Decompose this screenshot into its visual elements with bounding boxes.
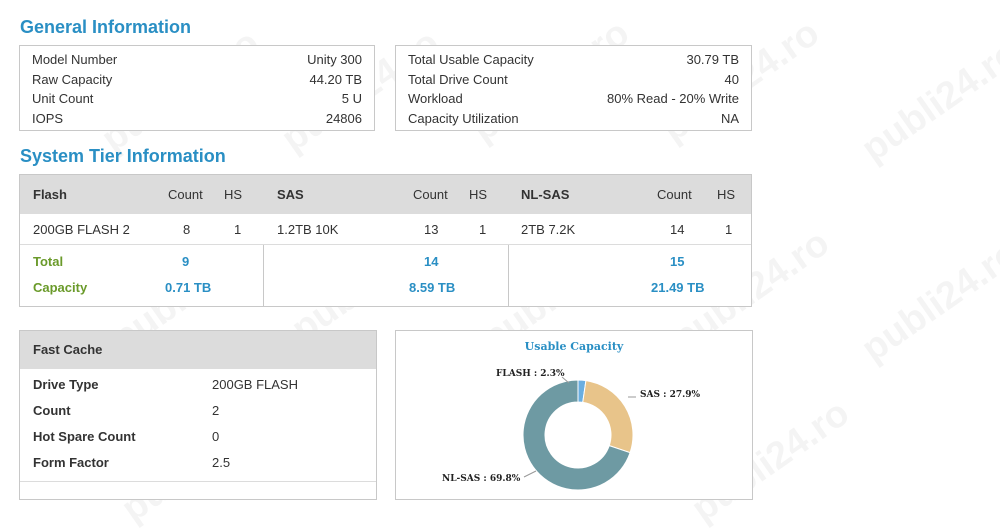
- tier-count-header: Count: [168, 187, 203, 202]
- info-label: Raw Capacity: [32, 71, 113, 87]
- fast-cache-value: 0: [212, 429, 220, 444]
- fast-cache-value: 2: [212, 403, 220, 418]
- info-row: IOPS 24806: [32, 109, 362, 129]
- tier-hs-header: HS: [469, 187, 488, 202]
- tier-drive: 200GB FLASH 2: [33, 222, 130, 237]
- leader-line-flash: [561, 376, 570, 384]
- usable-capacity-chart: Usable Capacity FLASH : 2.3% SAS : 27.9%…: [395, 330, 753, 500]
- tier-hs: 1: [725, 222, 733, 237]
- tier-capacity-label: Capacity: [33, 280, 88, 295]
- info-value: 40: [724, 71, 739, 87]
- info-row: Workload 80% Read - 20% Write: [408, 89, 739, 109]
- watermark-text: publi24.ro: [854, 32, 1000, 171]
- tier-name-flash: Flash: [33, 187, 67, 202]
- info-row: Total Usable Capacity 30.79 TB: [408, 50, 739, 70]
- tier-hs: 1: [234, 222, 242, 237]
- fast-cache-row: Drive Type 200GB FLASH: [33, 377, 298, 392]
- fast-cache-divider: [20, 481, 376, 482]
- donut-slice-sas: [582, 380, 634, 454]
- tier-hs: 1: [479, 222, 487, 237]
- info-row: Unit Count 5 U: [32, 89, 362, 109]
- info-label: Workload: [408, 91, 463, 106]
- info-value: 44.20 TB: [309, 71, 362, 87]
- tier-row-divider: [20, 244, 751, 245]
- tier-count-header: Count: [413, 187, 448, 202]
- fast-cache-label: Hot Spare Count: [33, 429, 136, 444]
- general-info-title: General Information: [20, 17, 192, 37]
- tier-name-nlsas: NL-SAS: [521, 187, 570, 202]
- fast-cache-value: 2.5: [212, 455, 231, 470]
- tier-column-divider: [508, 245, 509, 307]
- tier-drive: 2TB 7.2K: [521, 222, 576, 237]
- watermark-text: publi24.ro: [854, 232, 1000, 371]
- donut-slice-nlsas: [522, 379, 631, 491]
- info-label: Total Drive Count: [408, 71, 508, 87]
- tier-drive: 1.2TB 10K: [277, 222, 339, 237]
- tier-count: 14: [670, 222, 685, 237]
- fast-cache-label: Count: [33, 403, 71, 418]
- info-label: Unit Count: [32, 91, 94, 106]
- leader-line-nlsas: [523, 470, 537, 478]
- info-row: Capacity Utilization NA: [408, 109, 739, 129]
- tier-total: 15: [670, 254, 685, 269]
- info-value: 30.79 TB: [686, 52, 739, 67]
- tier-count: 13: [424, 222, 439, 237]
- chart-label-sas: SAS : 27.9%: [640, 390, 701, 400]
- chart-label-flash: FLASH : 2.3%: [496, 369, 565, 379]
- info-label: Model Number: [32, 52, 118, 67]
- chart-title: Usable Capacity: [524, 340, 624, 353]
- tier-name-sas: SAS: [277, 187, 304, 202]
- info-row: Model Number Unity 300: [32, 50, 362, 70]
- info-row: Raw Capacity 44.20 TB: [32, 70, 362, 90]
- chart-label-nlsas: NL-SAS : 69.8%: [442, 474, 521, 484]
- general-info-left-panel: Model Number Unity 300 Raw Capacity 44.20 …: [19, 45, 375, 131]
- fast-cache-label: Form Factor: [33, 455, 109, 470]
- fast-cache-row: Hot Spare Count 0: [33, 429, 219, 444]
- info-value: 5 U: [341, 91, 362, 106]
- tier-hs-header: HS: [717, 187, 736, 202]
- tier-total: 14: [424, 254, 439, 269]
- tier-column-divider: [263, 245, 264, 307]
- fast-cache-panel: Fast Cache Drive Type 200GB FLASH Count 2 …: [19, 330, 377, 500]
- tier-table-header: [20, 175, 751, 214]
- fast-cache-value: 200GB FLASH: [212, 377, 298, 392]
- tier-count: 8: [183, 222, 191, 237]
- fast-cache-row: Count 2: [33, 403, 219, 418]
- general-info-right-panel: Total Usable Capacity 30.79 TB Total Driv…: [395, 45, 752, 131]
- info-value: NA: [720, 110, 739, 126]
- donut-chart: [522, 376, 636, 491]
- info-value: 24806: [325, 110, 362, 126]
- info-label: Total Usable Capacity: [408, 52, 534, 67]
- fast-cache-title: Fast Cache: [20, 331, 376, 369]
- tier-count-header: Count: [657, 187, 692, 202]
- info-value: 80% Read - 20% Write: [607, 91, 739, 106]
- tier-total-label: Total: [33, 254, 64, 269]
- tier-table: Flash Count HS 200GB FLASH 2 8 1 Total 9…: [19, 174, 752, 307]
- info-label: IOPS: [32, 110, 64, 126]
- tier-capacity: 0.71 TB: [165, 280, 212, 295]
- tier-capacity: 8.59 TB: [409, 280, 456, 295]
- info-label: Capacity Utilization: [408, 110, 519, 126]
- tier-info-title: System Tier Information: [20, 146, 226, 166]
- tier-hs-header: HS: [224, 187, 243, 202]
- tier-capacity: 21.49 TB: [651, 280, 705, 295]
- fast-cache-row: Form Factor 2.5: [33, 455, 230, 470]
- tier-total: 9: [182, 254, 190, 269]
- info-row: Total Drive Count 40: [408, 70, 739, 90]
- fast-cache-label: Drive Type: [33, 377, 99, 392]
- info-value: Unity 300: [307, 52, 362, 67]
